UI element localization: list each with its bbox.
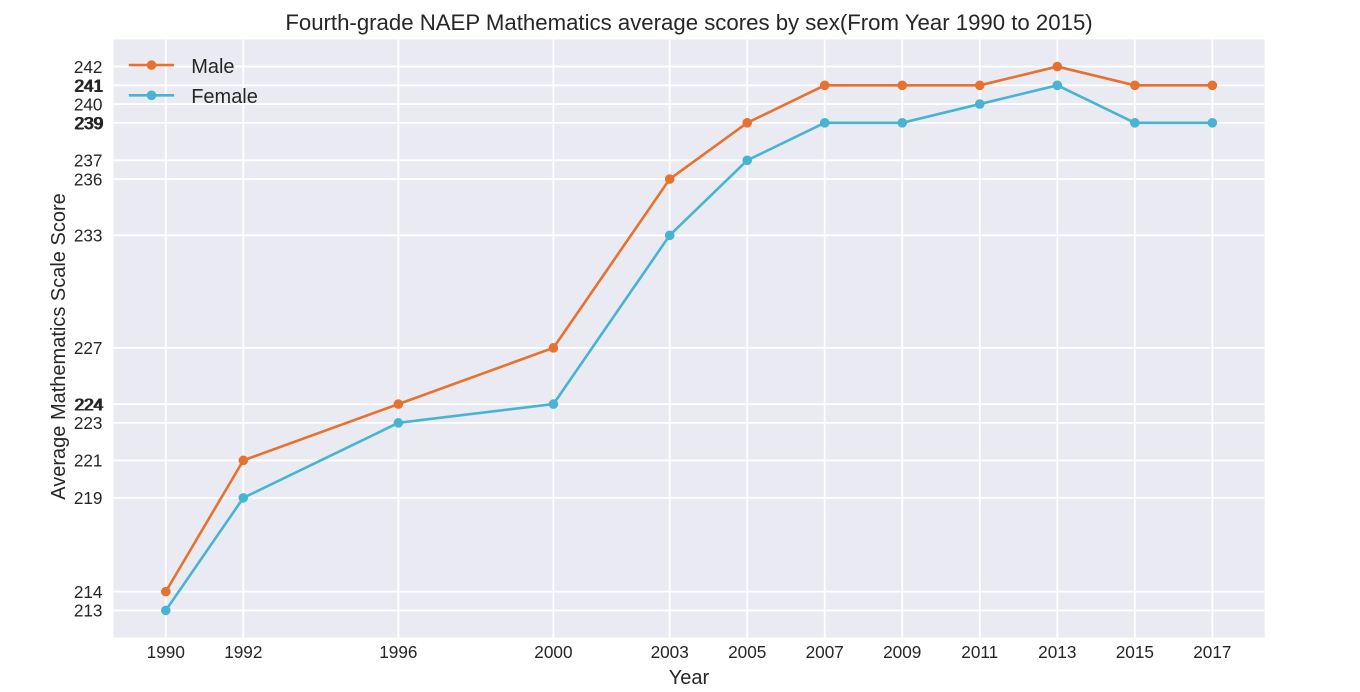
svg-text:223: 223 [74,413,103,433]
svg-text:213: 213 [74,601,103,621]
svg-text:227: 227 [74,338,103,358]
svg-text:240: 240 [74,94,103,114]
svg-text:237: 237 [74,151,103,171]
svg-text:1990: 1990 [147,642,185,662]
svg-text:224: 224 [75,394,104,414]
svg-text:Male: Male [191,56,234,78]
svg-text:241: 241 [75,76,104,96]
svg-text:2000: 2000 [534,642,572,662]
svg-text:Year: Year [669,667,710,689]
svg-text:2009: 2009 [883,642,921,662]
svg-text:239: 239 [75,113,104,133]
svg-text:Average Mathematics Scale Scor: Average Mathematics Scale Score [48,193,70,499]
svg-text:219: 219 [74,488,103,508]
svg-text:Female: Female [191,86,258,108]
svg-text:2013: 2013 [1038,642,1076,662]
svg-text:2015: 2015 [1116,642,1154,662]
svg-text:239: 239 [75,113,104,133]
svg-text:239: 239 [74,113,103,133]
svg-text:221: 221 [74,451,103,471]
svg-text:214: 214 [74,582,103,602]
svg-text:224: 224 [75,395,104,415]
svg-text:242: 242 [74,57,103,77]
svg-text:233: 233 [74,226,103,246]
svg-text:1996: 1996 [379,642,417,662]
svg-text:2011: 2011 [961,642,998,662]
svg-text:224: 224 [74,394,103,414]
svg-text:1992: 1992 [224,642,262,662]
svg-text:241: 241 [74,76,103,96]
svg-text:236: 236 [74,169,103,189]
svg-text:2017: 2017 [1193,642,1231,662]
svg-text:2005: 2005 [728,642,766,662]
svg-text:241: 241 [74,76,103,96]
svg-text:2003: 2003 [651,642,689,662]
svg-text:2007: 2007 [806,642,844,662]
svg-text:Fourth-grade NAEP Mathematics: Fourth-grade NAEP Mathematics average sc… [285,10,1092,35]
